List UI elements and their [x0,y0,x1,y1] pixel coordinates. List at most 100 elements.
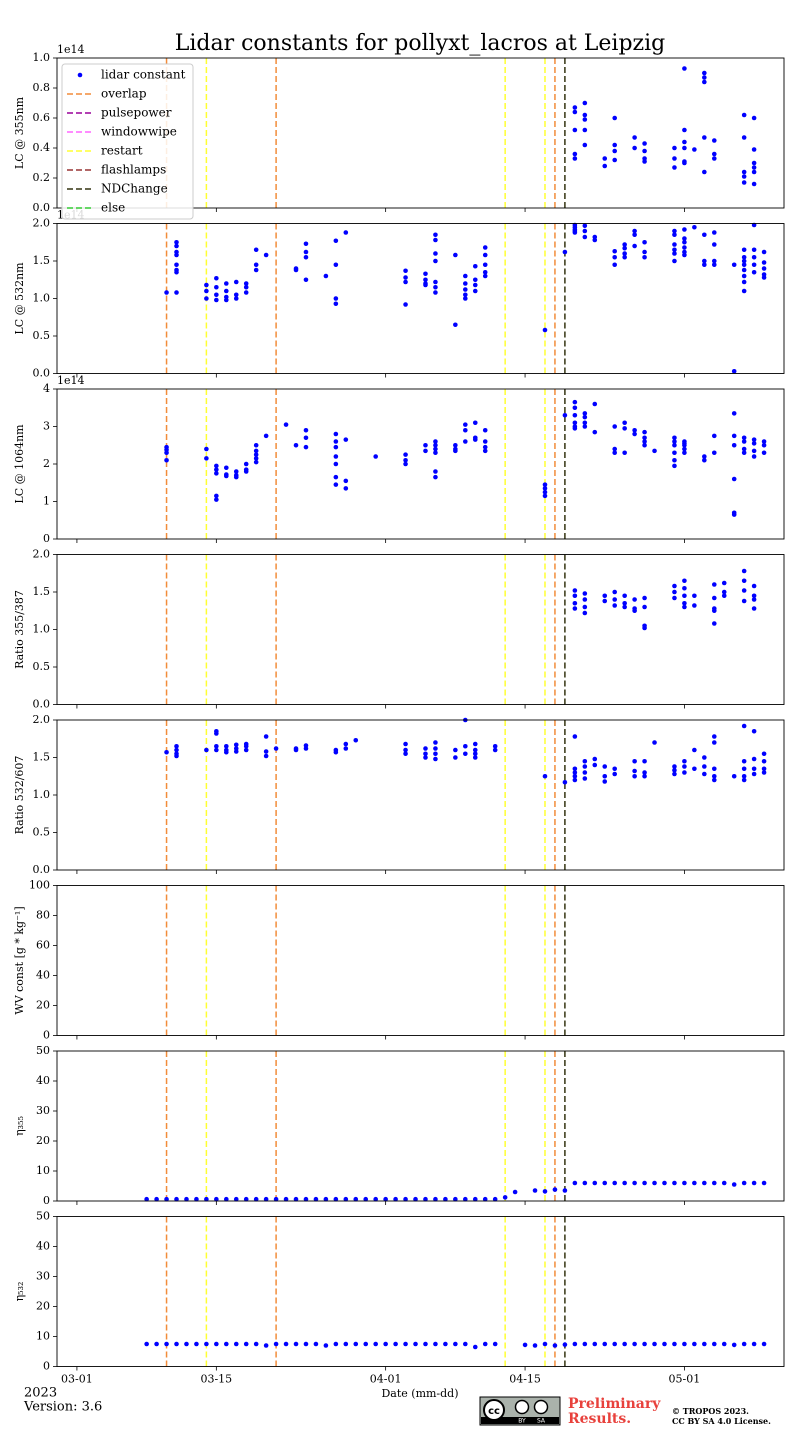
data-point [751,269,757,275]
y-tick-label: 20 [36,1300,50,1313]
data-point [751,441,757,446]
data-point [214,471,219,476]
data-point [622,604,627,610]
data-point [433,439,438,444]
data-point [642,249,647,255]
data-point [263,252,269,258]
data-point [711,262,717,268]
data-point [702,755,707,760]
data-point [472,1344,478,1350]
data-point [144,1196,149,1202]
data-point [433,469,438,474]
data-point [741,435,747,441]
data-point [482,427,488,433]
data-point [741,777,747,783]
data-point [323,1343,329,1348]
data-point [562,1188,568,1193]
data-point [741,758,747,764]
data-point [741,1180,747,1186]
data-point [702,70,707,76]
data-point [672,771,677,777]
data-point [741,723,747,729]
data-point [463,422,468,427]
axes-frame [56,388,785,540]
y-offset-label: 1e14 [57,374,85,387]
data-point [682,600,687,606]
data-point [532,1343,538,1348]
data-point [482,439,488,444]
data-point [612,603,617,608]
data-point [443,1196,448,1202]
y-tick-label: 0.5 [33,660,51,673]
data-point [682,239,687,245]
data-point [184,1341,189,1347]
data-point [532,1188,538,1193]
data-point [741,588,747,593]
data-point [622,450,627,456]
data-point [612,1180,617,1186]
data-point [433,290,438,295]
by-text: BY [518,1418,526,1425]
data-point [423,1196,428,1202]
data-point [463,427,468,433]
data-point [632,758,637,764]
data-point [472,1196,478,1202]
data-point [711,156,717,161]
sa-text: SA [537,1418,546,1425]
data-point [582,764,588,769]
data-point [363,1196,369,1202]
data-point [632,427,637,433]
data-point [333,296,339,301]
data-point [413,1196,418,1202]
data-point [303,746,309,751]
y-tick-label: 1.0 [33,623,51,636]
data-point [751,606,757,611]
data-point [333,439,339,444]
data-point [313,1196,319,1202]
data-point [253,452,259,457]
data-point [233,749,239,754]
data-point [711,242,717,247]
data-point [602,1341,608,1347]
data-point [224,288,229,294]
data-point [711,230,717,235]
data-point [702,75,707,80]
data-point [751,1341,757,1347]
data-point [572,230,578,235]
data-point [373,1196,378,1202]
data-point [582,610,588,616]
data-point [741,247,747,253]
data-point [622,420,627,426]
data-point [423,746,428,751]
data-point [433,450,438,456]
data-point [403,1196,408,1202]
data-point [482,269,488,275]
data-point [423,1341,428,1347]
data-point [482,252,488,258]
data-point [433,756,438,762]
data-point [592,429,598,435]
preliminary-text: Results. [568,1411,631,1427]
data-point [482,273,488,279]
data-point [164,1196,169,1202]
data-point [542,482,548,487]
y-tick-label: 1.5 [33,585,51,598]
data-point [174,1196,179,1202]
y-tick-label: 10 [36,1330,50,1343]
data-point [632,597,637,602]
data-point [174,269,179,275]
data-point [453,747,458,753]
data-point [711,433,717,439]
data-point [542,1189,548,1194]
data-point [711,740,717,745]
data-point [751,756,757,762]
data-point [672,1341,677,1347]
data-point [283,1196,289,1202]
data-point [433,232,438,238]
data-point [303,427,309,433]
data-point [622,251,627,256]
data-point [602,598,608,604]
data-point [751,728,757,734]
data-point [702,79,707,85]
data-point [672,1180,677,1186]
